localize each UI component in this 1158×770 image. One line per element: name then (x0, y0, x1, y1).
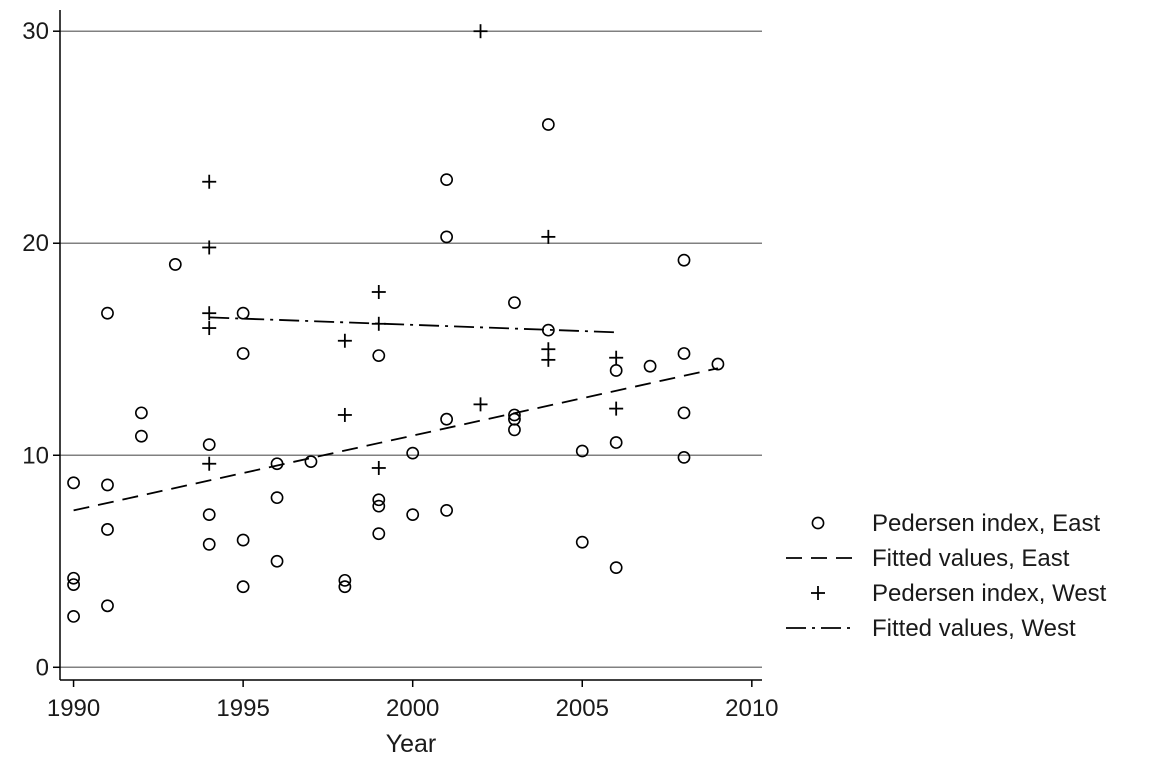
data-point-circle (101, 599, 114, 613)
y-tick-label: 0 (36, 654, 49, 681)
data-point-circle (101, 478, 114, 492)
series-0 (67, 118, 725, 623)
data-point-circle (440, 173, 454, 187)
legend-item: Pedersen index, East (811, 510, 1100, 537)
data-point-plus (202, 240, 217, 255)
axes: 0 10 20 30 1990 1995 2000 2005 2010 (22, 10, 779, 722)
data-point-circle (202, 438, 216, 452)
data-point-plus (202, 456, 217, 471)
data-point-circle (677, 347, 691, 360)
data-point-circle (711, 357, 725, 371)
x-tick-label: 1995 (216, 695, 269, 722)
legend-label: Fitted values, East (872, 545, 1070, 572)
data-point-plus (609, 350, 624, 365)
data-point-circle (372, 527, 386, 541)
legend-item: Fitted values, East (786, 545, 1070, 572)
y-tick-label: 10 (22, 442, 49, 469)
data-point-plus (473, 397, 488, 412)
data-point-circle (440, 230, 454, 244)
data-point-circle (406, 508, 420, 522)
data-point-plus (337, 333, 352, 348)
data-point-plus (541, 352, 556, 367)
series-3 (209, 316, 617, 334)
data-point-circle (372, 499, 386, 513)
legend-label: Fitted values, West (872, 615, 1076, 642)
y-tick-label: 20 (22, 230, 49, 257)
data-point-circle (67, 476, 80, 490)
legend-item: Pedersen index, West (811, 580, 1107, 607)
x-tick-label: 2000 (386, 695, 439, 722)
data-point-circle (575, 535, 589, 549)
data-point-circle (541, 118, 555, 131)
data-point-plus (202, 174, 217, 189)
data-point-circle (134, 406, 148, 420)
fitted-line (73, 367, 719, 512)
data-point-circle (677, 253, 691, 267)
data-point-plus (371, 316, 386, 331)
data-point-plus (541, 229, 556, 244)
data-point-plus (202, 321, 217, 336)
data-point-circle (338, 573, 352, 587)
data-point-circle (67, 571, 80, 585)
y-tick-label: 30 (22, 18, 49, 45)
data-point-circle (270, 554, 284, 568)
data-point-circle (338, 580, 352, 594)
data-series (67, 24, 725, 623)
data-point-circle (67, 609, 80, 623)
data-point-circle (575, 444, 589, 458)
data-point-plus (609, 401, 624, 416)
data-point-plus (337, 407, 352, 422)
data-point-circle (508, 296, 521, 309)
data-point-circle (101, 523, 114, 536)
data-point-circle (372, 349, 386, 363)
data-point-circle (236, 306, 250, 320)
x-tick-label: 2005 (556, 695, 609, 722)
legend: Pedersen index, East Fitted values, East P… (786, 510, 1107, 642)
data-point-circle (236, 347, 250, 360)
data-point-circle (609, 561, 623, 575)
fitted-line (209, 316, 617, 334)
x-tick-label: 2010 (725, 695, 778, 722)
data-point-circle (643, 359, 657, 373)
x-tick-label: 1990 (47, 695, 100, 722)
legend-label: Pedersen index, East (872, 510, 1100, 537)
data-point-circle (304, 455, 318, 469)
data-point-circle (270, 491, 284, 505)
x-axis-title: Year (386, 730, 437, 758)
data-point-plus (473, 24, 488, 39)
data-point-circle (406, 446, 420, 460)
data-point-circle (67, 578, 80, 591)
data-point-plus (371, 460, 386, 475)
data-point-plus (371, 284, 386, 299)
legend-key-circle (811, 516, 825, 530)
legend-item: Fitted values, West (786, 615, 1076, 642)
data-point-circle (236, 580, 250, 594)
data-point-circle (372, 493, 386, 507)
data-point-circle (609, 436, 623, 449)
legend-key-plus (811, 586, 825, 600)
data-point-circle (677, 406, 691, 420)
data-point-circle (270, 457, 284, 471)
data-point-circle (677, 450, 691, 464)
grid-lines (60, 30, 762, 669)
series-2 (202, 24, 624, 475)
data-point-circle (202, 508, 216, 522)
data-point-circle (440, 412, 454, 426)
data-point-circle (440, 503, 454, 517)
data-point-circle (202, 537, 216, 551)
data-point-circle (168, 258, 182, 271)
data-point-circle (508, 423, 521, 437)
data-point-circle (236, 533, 250, 547)
data-point-circle (134, 429, 148, 443)
data-point-circle (508, 408, 521, 422)
legend-label: Pedersen index, West (872, 580, 1107, 607)
data-point-circle (609, 364, 623, 377)
data-point-circle (101, 306, 114, 320)
series-1 (73, 367, 719, 512)
